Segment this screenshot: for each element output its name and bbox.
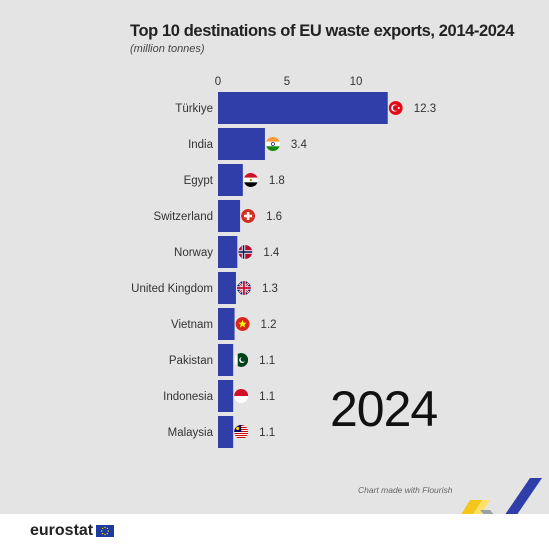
bar bbox=[218, 308, 235, 340]
x-tick-label: 5 bbox=[284, 76, 290, 88]
category-label: United Kingdom bbox=[131, 283, 213, 295]
category-label: Egypt bbox=[184, 175, 214, 187]
x-tick-label: 10 bbox=[350, 76, 363, 88]
bar bbox=[218, 128, 265, 160]
value-label: 1.1 bbox=[259, 391, 275, 403]
year-label: 2024 bbox=[330, 381, 438, 437]
category-label: Türkiye bbox=[175, 103, 213, 115]
value-label: 1.8 bbox=[269, 175, 285, 187]
category-label: Indonesia bbox=[163, 391, 213, 403]
value-label: 1.2 bbox=[261, 319, 277, 331]
bar bbox=[218, 380, 234, 412]
value-label: 12.3 bbox=[414, 103, 436, 115]
switzerland-flag-icon bbox=[241, 209, 256, 223]
chart-title: Top 10 destinations of EU waste exports,… bbox=[130, 22, 515, 40]
bar bbox=[218, 236, 238, 268]
turkey-flag-icon bbox=[388, 101, 403, 115]
category-label: Norway bbox=[174, 247, 213, 259]
category-label: Pakistan bbox=[169, 355, 213, 367]
value-label: 1.3 bbox=[262, 283, 278, 295]
bar bbox=[218, 344, 234, 376]
india-flag-icon bbox=[265, 137, 280, 151]
uk-flag-icon bbox=[236, 281, 251, 295]
malaysia-flag-icon bbox=[234, 425, 249, 439]
vietnam-flag-icon bbox=[235, 317, 250, 331]
footer-bar bbox=[0, 514, 549, 549]
value-label: 1.6 bbox=[266, 211, 282, 223]
bar bbox=[218, 416, 234, 448]
eu-flag-icon bbox=[96, 525, 114, 537]
bar bbox=[218, 92, 388, 124]
indonesia-flag-icon bbox=[234, 389, 249, 403]
value-label: 3.4 bbox=[291, 139, 308, 151]
value-label: 1.4 bbox=[263, 247, 280, 259]
bar bbox=[218, 272, 236, 304]
category-label: India bbox=[188, 139, 214, 151]
value-label: 1.1 bbox=[259, 355, 275, 367]
norway-flag-icon bbox=[238, 245, 253, 259]
eurostat-logo-text: eurostat bbox=[30, 522, 94, 539]
bar bbox=[218, 164, 243, 196]
flourish-credit: Chart made with Flourish bbox=[358, 485, 453, 495]
chart-subtitle: (million tonnes) bbox=[130, 43, 205, 55]
value-label: 1.1 bbox=[259, 427, 275, 439]
egypt-flag-icon bbox=[243, 173, 258, 187]
bar bbox=[218, 200, 241, 232]
x-tick-label: 0 bbox=[215, 76, 221, 88]
category-label: Vietnam bbox=[171, 319, 213, 331]
category-label: Malaysia bbox=[168, 427, 214, 439]
pakistan-flag-icon bbox=[234, 353, 249, 367]
category-label: Switzerland bbox=[154, 211, 213, 223]
